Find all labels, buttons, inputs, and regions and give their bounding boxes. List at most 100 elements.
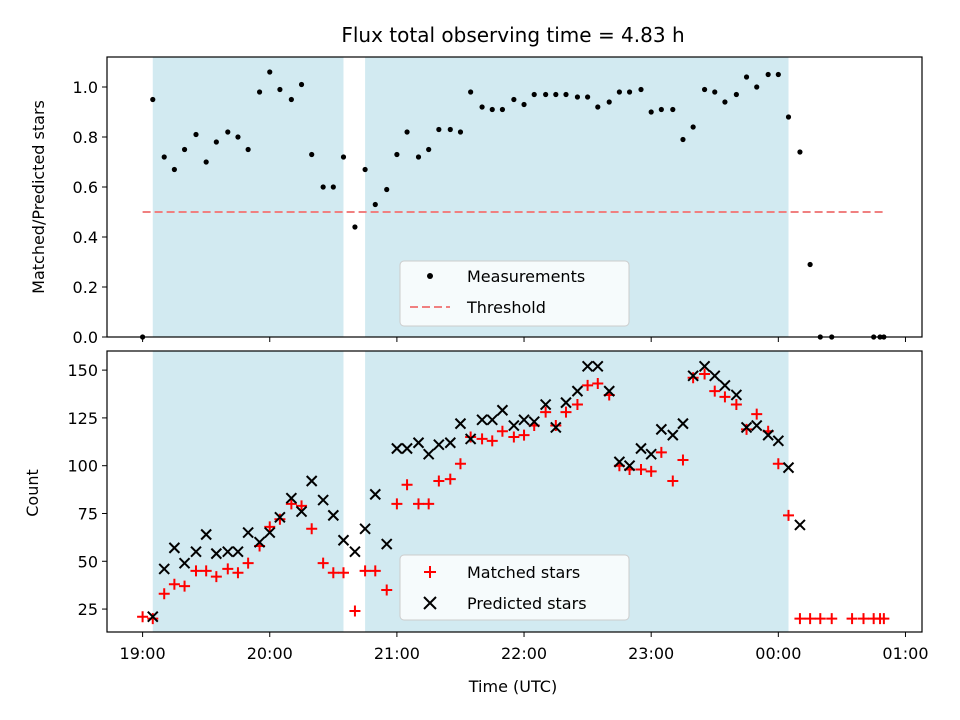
measurement-point [574,94,581,100]
predicted-star-point [200,528,212,541]
measurement-point [256,89,263,95]
top-axes-frame [106,56,923,338]
matched-star-point [359,565,371,577]
matched-star-point [476,433,488,445]
measurement-point [340,154,347,160]
x-tick-label: 21:00 [374,644,420,663]
predicted-star-point [412,437,425,449]
matched-star-point [560,406,572,418]
matched-star-point [496,425,508,437]
predicted-star-point [158,563,170,575]
bottom-legend: Matched stars Predicted stars [399,554,630,621]
bottom-x-ticks: 19:00 20:00 21:00 22:00 23:00 00:00 01:00 [120,632,929,663]
predicted-star-point [762,429,774,441]
matched-star-point [846,613,858,625]
measurement-point [362,166,368,173]
measurement-point [447,126,453,133]
predicted-star-point [730,389,743,401]
matched-star-point [137,611,149,623]
measurement-point [595,104,601,110]
matched-star-point [296,500,308,512]
matched-star-point [719,391,731,403]
measurement-point [785,114,792,120]
matched-star-point [210,571,222,583]
matched-star-point [337,567,349,579]
matched-star-point [147,613,159,625]
matched-star-point [433,475,445,487]
matched-star-point [381,584,393,596]
measurement-point [626,89,633,95]
predicted-star-point [210,547,223,560]
measurement-point [394,151,400,158]
matched-star-point [413,498,425,510]
matched-star-point [349,605,361,617]
matched-star-point [444,473,456,485]
bottom-y-tick-label: 25 [78,600,98,619]
matched-star-point [804,613,816,625]
matched-star-point [677,454,689,466]
matched-star-point [582,379,594,391]
top-y-tick-label: 0.6 [73,178,98,197]
measurement-point [775,71,781,78]
matched-star-point [772,458,784,470]
measurement-point [658,106,664,113]
measurement-point [807,261,813,268]
measurement-point [161,154,167,160]
matched-star-point [699,368,711,380]
predicted-star-point [327,509,340,522]
predicted-star-point [264,526,276,539]
measurement-point [722,99,728,105]
predicted-star-point [709,370,721,382]
measurement-point [213,139,219,145]
predicted-star-point [623,459,636,472]
bottom-y-tick-label: 50 [78,552,98,571]
matched-star-point [168,578,180,590]
predicted-star-point [782,461,795,474]
legend-matched-label: Matched stars [467,563,580,582]
measurement-point [585,94,591,100]
matched-star-point [709,385,721,397]
predicted-star-point [317,494,329,506]
measurement-point [606,99,612,105]
measurement-point [436,126,442,133]
matched-star-point [274,513,286,525]
predicted-star-point [603,385,615,397]
matched-star-point [401,479,413,491]
measurement-point [415,154,422,160]
matched-star-point [645,465,657,477]
x-tick-label: 19:00 [120,644,166,663]
predicted-star-point [550,421,562,434]
bottom-y-tick-label: 125 [67,409,98,428]
matched-star-point [782,509,794,521]
matched-star-point [518,429,530,441]
measurement-point [638,86,644,93]
predicted-star-point [359,523,371,535]
matched-star-point [369,565,381,577]
measurement-point [511,96,517,103]
predicted-star-point [698,360,711,373]
measurement-point [245,146,251,153]
predicted-star-point [349,546,361,558]
predicted-star-point [401,442,413,455]
predicted-star-point [242,526,254,539]
measurement-point [457,129,464,135]
measurement-point [235,134,241,140]
measurement-point [499,106,506,113]
legend-measurements-label: Measurements [467,267,585,286]
predicted-star-point [422,448,435,460]
measurement-point [733,91,739,98]
measurement-point [298,81,305,88]
measurement-point [288,96,294,103]
predicted-star-point [528,416,540,428]
measurement-point [797,149,803,155]
top-y-tick-label: 0.2 [73,278,98,297]
bottom-y-tick-label: 75 [78,504,98,523]
measurement-point [426,146,432,153]
measurement-point [320,184,326,190]
top-panel: 0.0 0.2 0.4 0.6 0.8 1.0 Matched/Predicted sta… [29,56,923,347]
predicted-star-point [751,419,763,432]
predicted-star-point [285,492,298,504]
matched-star-point [741,423,753,435]
predicted-star-point [222,546,234,558]
measurement-point [150,96,156,103]
